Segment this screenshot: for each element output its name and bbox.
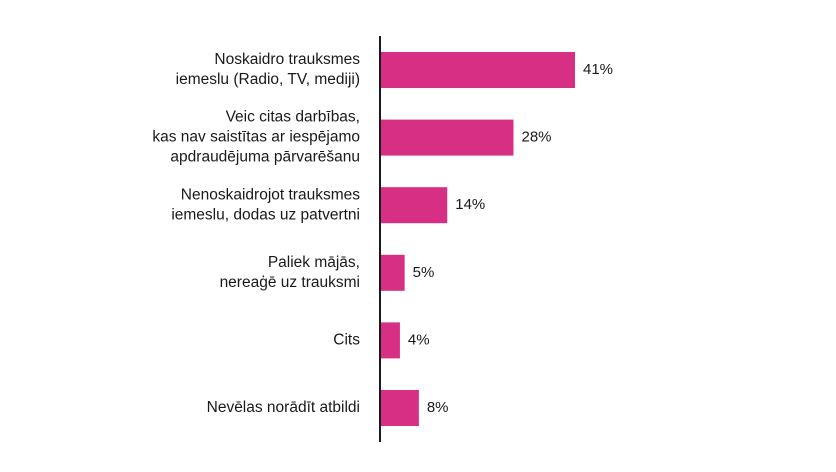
value-label-1: 28% <box>521 129 551 146</box>
bar-2 <box>381 187 448 224</box>
value-label-2: 14% <box>455 196 485 213</box>
category-label-2: Nenoskaidrojot trauksmes iemeslu, dodas u… <box>171 186 360 223</box>
value-label-4: 4% <box>408 331 430 348</box>
category-label-0-line-0: Noskaidro trauksmes <box>214 51 360 68</box>
bar-3 <box>381 254 405 291</box>
bar-0 <box>381 52 575 88</box>
bar-4 <box>381 322 400 359</box>
category-label-5: Nevēlas norādīt atbildi <box>207 399 360 416</box>
value-label-3: 5% <box>413 264 435 281</box>
category-label-3: Paliek mājās, nereaģē uz trauksmi <box>220 254 360 291</box>
category-label-4: Cits <box>333 331 360 348</box>
category-label-1: Veic citas darbības, kas nav saistītas ar… <box>152 109 360 166</box>
category-label-5-line-0: Nevēlas norādīt atbildi <box>207 399 360 416</box>
category-label-3-line-1: nereaģē uz trauksmi <box>220 274 360 291</box>
category-label-0-line-1: iemeslu (Radio, TV, mediji) <box>176 71 360 88</box>
value-label-5: 8% <box>427 399 449 416</box>
category-label-1-line-1: kas nav saistītas ar iespējamo <box>152 129 360 146</box>
value-label-0: 41% <box>583 61 613 78</box>
bars-group <box>381 52 575 426</box>
category-label-1-line-0: Veic citas darbības, <box>226 109 360 126</box>
category-label-2-line-0: Nenoskaidrojot trauksmes <box>181 186 360 203</box>
category-label-4-line-0: Cits <box>333 331 360 348</box>
category-label-1-line-2: apdraudējuma pārvarēšanu <box>170 149 360 166</box>
value-labels-group: 41% 28% 14% 5% 4% 8% <box>408 61 613 416</box>
category-labels-group: Noskaidro trauksmes iemeslu (Radio, TV, m… <box>152 51 360 416</box>
bar-1 <box>381 119 514 156</box>
bar-5 <box>381 390 419 426</box>
category-label-3-line-0: Paliek mājās, <box>268 254 360 271</box>
category-label-2-line-1: iemeslu, dodas uz patvertni <box>171 206 360 223</box>
category-label-0: Noskaidro trauksmes iemeslu (Radio, TV, m… <box>176 51 361 88</box>
